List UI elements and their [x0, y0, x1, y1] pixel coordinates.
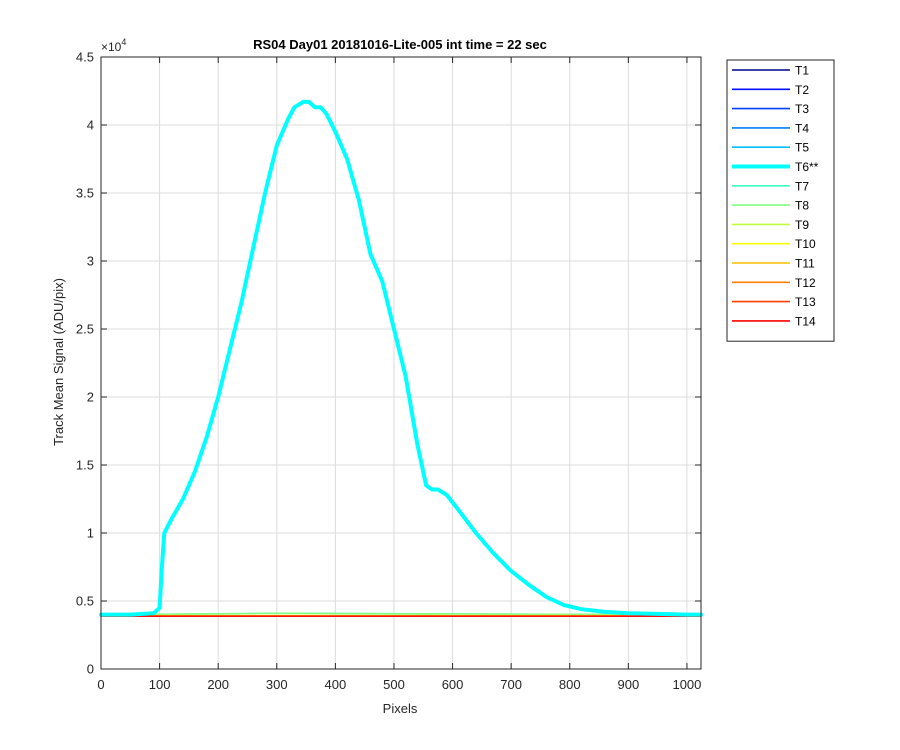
x-tick-label: 600: [442, 677, 464, 692]
y-tick-label: 0.5: [76, 594, 94, 609]
legend-label: T6**: [795, 160, 819, 174]
legend-item-t5: T5: [732, 141, 809, 155]
y-tick-label: 2: [87, 390, 94, 405]
legend-item-t6: T6**: [732, 160, 819, 174]
x-tick-labels: 0 100 200 300 400 500 600 700 800 900 1000: [97, 677, 701, 692]
x-tick-label: 400: [325, 677, 347, 692]
y-tick-label: 3: [87, 254, 94, 269]
x-tick-label: 100: [149, 677, 171, 692]
legend-items: T1 T2 T3 T4 T5 T6** T7 T8 T9 T10 T11 T12 T13 T14: [732, 64, 819, 328]
legend-item-t8: T8: [732, 199, 809, 213]
legend-item-t10: T10: [732, 237, 816, 251]
x-tick-label: 300: [266, 677, 288, 692]
y-exponent-base: ×10: [101, 40, 122, 54]
legend-item-t11: T11: [732, 257, 815, 271]
legend-box: [726, 59, 835, 342]
x-tick-label: 900: [617, 677, 639, 692]
y-tick-label: 3.5: [76, 186, 94, 201]
legend-label: T7: [795, 179, 809, 193]
legend-label: T9: [795, 218, 809, 232]
y-tick-label: 2.5: [76, 322, 94, 337]
legend-item-t7: T7: [732, 179, 809, 193]
legend-item-t4: T4: [732, 121, 809, 135]
series-line-t8: [100, 612, 702, 616]
series-line-t6: [99, 99, 703, 617]
legend-item-t13: T13: [732, 295, 816, 309]
ticks: [100, 56, 701, 670]
legend-label: T13: [795, 295, 816, 309]
y-exponent-power: 4: [121, 37, 126, 47]
svg-text:×104: ×104: [101, 37, 126, 54]
legend-label: T5: [795, 141, 809, 155]
legend-label: T3: [795, 102, 809, 116]
legend-label: T14: [795, 314, 816, 328]
y-tick-label: 4: [87, 118, 94, 133]
x-tick-label: 0: [97, 677, 104, 692]
x-tick-label: 700: [500, 677, 522, 692]
x-tick-label: 200: [207, 677, 229, 692]
legend-item-t1: T1: [732, 64, 809, 78]
axes: 0 100 200 300 400 500 600 700 800 900 1000 0 0.5 1 1.…: [76, 50, 703, 692]
legend-label: T2: [795, 83, 809, 97]
y-axis-label: Track Mean Signal (ADU/pix): [51, 278, 66, 446]
legend-item-t2: T2: [732, 83, 809, 97]
legend-label: T11: [795, 257, 815, 271]
legend-item-t9: T9: [732, 218, 809, 232]
legend-label: T10: [795, 237, 816, 251]
chart-title: RS04 Day01 20181016-Lite-005 int time = …: [253, 37, 547, 52]
y-tick-labels: 0 0.5 1 1.5 2 2.5 3 3.5 4 4.5: [76, 50, 94, 677]
x-tick-label: 1000: [672, 677, 701, 692]
x-tick-label: 500: [383, 677, 405, 692]
legend: T1 T2 T3 T4 T5 T6** T7 T8 T9 T10 T11 T12 T13 T14: [726, 59, 835, 342]
legend-label: T12: [795, 276, 816, 290]
y-tick-label: 4.5: [76, 50, 94, 65]
y-exponent-label: ×104: [101, 37, 126, 54]
y-tick-label: 1.5: [76, 458, 94, 473]
plot-frame: [100, 56, 702, 670]
x-axis-label: Pixels: [383, 701, 418, 716]
y-tick-label: 0: [87, 662, 94, 677]
y-tick-label: 1: [87, 526, 94, 541]
legend-item-t3: T3: [732, 102, 809, 116]
legend-label: T8: [795, 199, 809, 213]
x-tick-label: 800: [559, 677, 581, 692]
legend-item-t12: T12: [732, 276, 816, 290]
series-layer: [99, 99, 703, 617]
legend-item-t14: T14: [732, 314, 816, 328]
legend-label: T1: [795, 64, 809, 78]
legend-label: T4: [795, 121, 809, 135]
